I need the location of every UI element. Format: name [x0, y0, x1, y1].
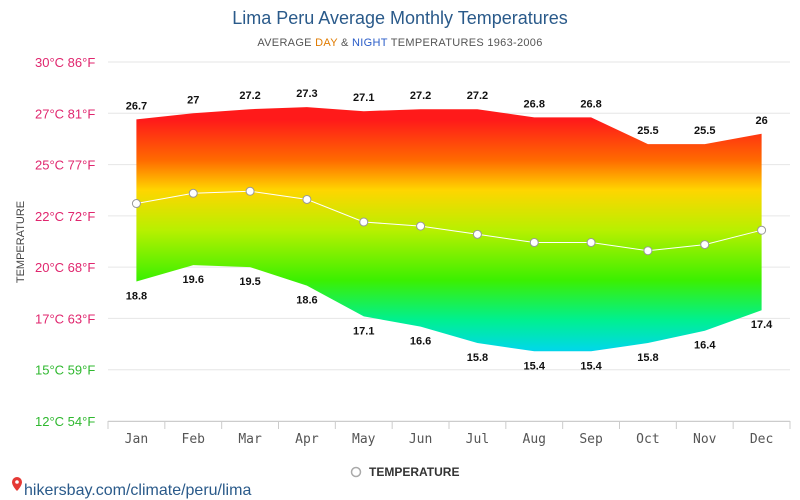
y-tick-label: 12°C 54°F	[35, 414, 95, 429]
average-temperature-point[interactable]	[131, 199, 141, 209]
x-tick-label: Mar	[238, 432, 262, 447]
x-tick-label: Jan	[125, 432, 148, 447]
legend-marker-icon	[350, 466, 362, 478]
day-value-label: 25.5	[694, 125, 715, 137]
average-temperature-point[interactable]	[529, 238, 539, 248]
night-value-label: 16.4	[694, 340, 716, 352]
average-line	[131, 186, 767, 256]
location-pin-dot	[15, 480, 19, 484]
x-tick-label: Jun	[409, 432, 432, 447]
subtitle-day-word: DAY	[315, 37, 338, 49]
y-tick-label: 27°C 81°F	[35, 106, 95, 121]
x-tick-label: Jul	[466, 432, 489, 447]
average-temperature-point[interactable]	[416, 221, 426, 231]
source-link[interactable]: hikersbay.com/climate/peru/lima	[12, 477, 251, 499]
y-tick-label: 17°C 63°F	[35, 311, 95, 326]
x-tick-label: Feb	[182, 432, 206, 447]
y-tick-label: 15°C 59°F	[35, 363, 95, 378]
location-pin-icon	[12, 477, 22, 491]
x-tick-label: Nov	[693, 432, 717, 447]
night-value-label: 18.6	[296, 295, 317, 307]
subtitle-middle: &	[338, 37, 352, 49]
chart-subtitle: AVERAGE DAY & NIGHT TEMPERATURES 1963-20…	[257, 37, 542, 49]
night-value-label: 15.4	[580, 360, 602, 372]
average-temperature-point[interactable]	[302, 194, 312, 204]
night-value-label: 19.5	[239, 276, 260, 288]
day-value-label: 26.8	[580, 98, 601, 110]
night-value-label: 15.4	[524, 360, 546, 372]
average-temperature-point[interactable]	[245, 186, 255, 196]
night-value-label: 15.8	[637, 352, 658, 364]
x-tick-label: May	[352, 432, 376, 447]
average-temperature-point[interactable]	[472, 229, 482, 239]
average-temperature-point[interactable]	[643, 246, 653, 256]
day-night-range-area	[136, 107, 762, 352]
y-tick-label: 30°C 86°F	[35, 55, 95, 70]
source-text: hikersbay.com/climate/peru/lima	[24, 482, 251, 499]
average-temperature-point[interactable]	[757, 225, 767, 235]
night-value-label: 18.8	[126, 291, 147, 303]
y-axis-label: TEMPERATURE	[15, 201, 27, 283]
data-labels: 26.7 27 27.2 27.3 27.1 27.2 27.2 26.8 26.8 25.5 25…	[126, 88, 773, 372]
average-temperature-point[interactable]	[359, 217, 369, 227]
x-tick-label: Oct	[636, 432, 659, 447]
night-value-label: 15.8	[467, 352, 488, 364]
x-tick-label: Dec	[750, 432, 773, 447]
day-value-label: 25.5	[637, 125, 658, 137]
y-tick-label: 22°C 72°F	[35, 209, 95, 224]
temperature-band	[136, 107, 762, 352]
chart-title: Lima Peru Average Monthly Temperatures	[232, 8, 568, 28]
x-tick-label: Aug	[523, 432, 546, 447]
x-tick-label: Apr	[295, 432, 319, 447]
average-temperature-point[interactable]	[700, 240, 710, 250]
y-tick-label: 20°C 68°F	[35, 260, 95, 275]
day-value-label: 27.2	[239, 90, 260, 102]
average-temperature-point[interactable]	[188, 188, 198, 198]
subtitle-night-word: NIGHT	[352, 37, 388, 49]
legend[interactable]: TEMPERATURE	[350, 465, 460, 479]
day-value-label: 27.2	[467, 90, 488, 102]
legend-label: TEMPERATURE	[369, 465, 459, 479]
x-tick-label: Sep	[579, 432, 603, 447]
day-value-label: 27.1	[353, 92, 374, 104]
y-tick-label: 25°C 77°F	[35, 158, 95, 173]
average-temperature-line	[136, 190, 762, 252]
day-value-label: 27.3	[296, 88, 317, 100]
night-value-label: 19.6	[183, 274, 204, 286]
subtitle-prefix: AVERAGE	[257, 37, 315, 49]
night-value-label: 16.6	[410, 336, 431, 348]
subtitle-suffix: TEMPERATURES 1963-2006	[388, 37, 543, 49]
day-value-label: 26	[755, 115, 767, 127]
night-value-label: 17.4	[751, 319, 773, 331]
day-value-label: 26.7	[126, 100, 147, 112]
day-value-label: 26.8	[524, 98, 545, 110]
axes: 12°C 54°F 15°C 59°F 17°C 63°F 20°C 68°F 22°C…	[35, 55, 791, 447]
average-temperature-point[interactable]	[586, 238, 596, 248]
day-value-label: 27.2	[410, 90, 431, 102]
day-value-label: 27	[187, 94, 199, 106]
night-value-label: 17.1	[353, 325, 374, 337]
